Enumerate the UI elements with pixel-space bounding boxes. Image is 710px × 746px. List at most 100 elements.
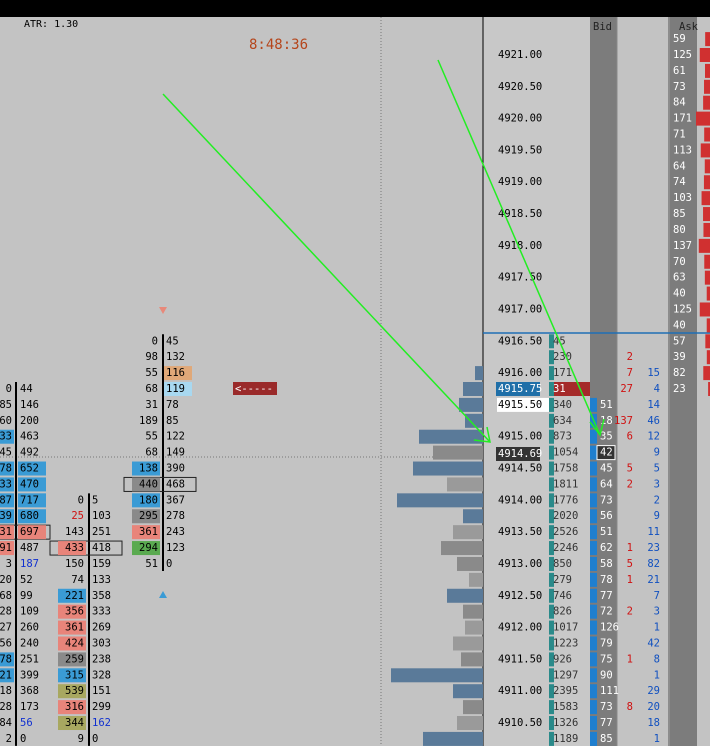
fp-value: 68 [145,447,158,459]
volume: 1054 [553,447,578,459]
fp-value: 84 [0,717,12,729]
ask-bar [704,254,710,269]
bid-bar [590,731,597,746]
fp-cell-bg [58,716,86,731]
fp-value: 358 [92,590,111,602]
bid-bar [590,509,597,524]
fp-value: 251 [20,653,39,665]
fp-value: 399 [20,669,39,681]
bid-header: Bid [593,21,612,33]
price-highlight [497,397,549,412]
fp-value: 60 [0,415,12,427]
fp-value: 259 [65,653,84,665]
volume: 1326 [553,717,578,729]
fp-value: 238 [92,653,111,665]
fp-value: 0 [152,335,158,347]
fp-value: 2 [6,733,12,745]
volume: 2526 [553,526,578,538]
ask-size: 23 [673,383,686,395]
price-label: 4914.00 [498,494,542,506]
profile-bar [433,445,483,460]
sell-trades: 6 [627,431,633,443]
fp-value: 123 [166,542,185,554]
fp-value: 470 [20,478,39,490]
buy-trades: 12 [647,431,660,443]
ask-pane [670,17,697,746]
fp-value: 122 [166,431,185,443]
bid-size: 58 [600,558,613,570]
arrow [437,59,601,436]
fp-value: 303 [92,637,111,649]
fp-value: 424 [65,637,84,649]
arrow-head [589,418,605,437]
buy-trades: 9 [654,447,660,459]
fp-value: 0 [20,733,26,745]
fp-value: 133 [92,574,111,586]
fp-value: 187 [20,558,39,570]
fp-value: 55 [145,367,158,379]
volume-profile [391,366,483,746]
fp-value: 28 [0,606,12,618]
volume-bar [549,429,554,444]
fp-cell-bg [132,509,160,524]
fp-cell-bg [58,668,86,683]
fp-value: 367 [166,494,185,506]
price-label: 4918.00 [498,240,542,252]
ask-bar [696,111,710,126]
bid-bar [590,556,597,571]
volume-bar [549,541,554,556]
bid-bar [590,493,597,508]
bid-box [596,445,616,461]
profile-bar [457,716,483,731]
ask-bar [704,159,710,174]
profile-bar [457,556,483,571]
volume: 1776 [553,494,578,506]
bid-bar [590,636,597,651]
ask-bar [699,48,710,62]
ask-bar [704,270,710,285]
bid-size: 73 [600,494,613,506]
volume-bar [549,668,554,683]
volume: 1017 [553,622,578,634]
fp-cell-bg [132,477,160,492]
price-label: 4915.00 [498,431,542,443]
profile-bar [423,731,483,746]
drawn-arrows [162,59,605,443]
fp-cell-bg [132,541,160,556]
fp-value: 27 [0,622,12,634]
fp-cell-bg [164,382,192,397]
fp-value: 295 [139,510,158,522]
fp-cell-bg [0,525,14,540]
fp-value: 52 [20,574,33,586]
sell-trades: 5 [627,558,633,570]
bid-size: 90 [600,669,613,681]
ask-size: 113 [673,144,692,156]
bid-bar [590,668,597,683]
volume-bar [549,700,554,715]
sell-trades: 8 [627,701,633,713]
sell-trades: 2 [627,606,633,618]
fp-cell-bg [18,525,46,540]
buy-trades: 3 [654,478,660,490]
fp-value: 344 [65,717,84,729]
buy-trades: 20 [647,701,660,713]
fp-cell-bg [58,588,86,603]
sell-trades: 1 [627,574,633,586]
volume: 2395 [553,685,578,697]
price-label: 4912.50 [498,590,542,602]
fp-value: 78 [0,653,12,665]
fp-value: 162 [92,717,111,729]
fp-cell-bg [132,461,160,476]
profile-bar [463,382,483,397]
arrow-head [473,426,491,443]
buy-trades: 82 [647,558,660,570]
bid-bar [590,652,597,667]
ask-size: 84 [673,97,686,109]
last-trade-box [496,382,540,397]
bid-size: 45 [600,463,613,475]
bid-size: 42 [600,447,613,459]
fp-value: 119 [166,383,185,395]
volume-bar [549,397,554,412]
